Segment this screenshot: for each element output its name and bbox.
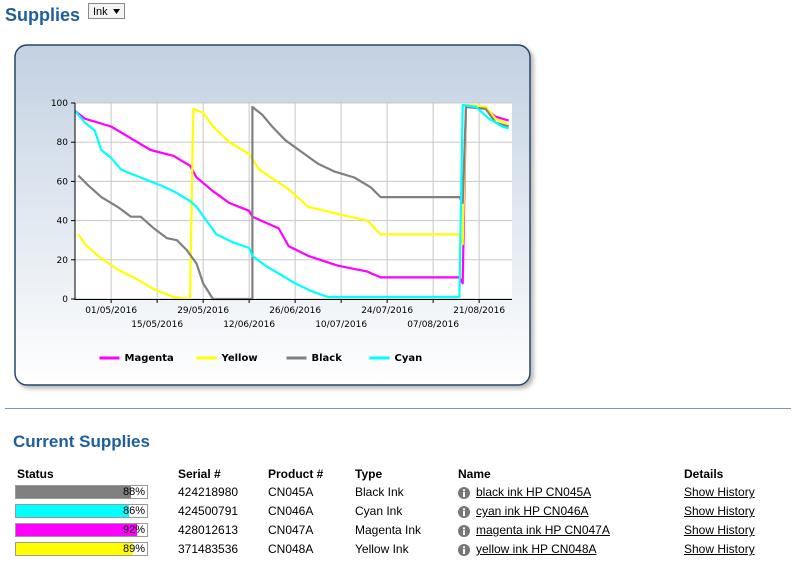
status-label: 88%: [122, 486, 145, 498]
x-tick-label: 24/07/2016: [361, 306, 413, 316]
serial: 424218980: [178, 485, 239, 499]
legend-label: Magenta: [125, 353, 174, 364]
select-arrow: [112, 9, 120, 14]
info-icon: [458, 524, 470, 537]
type: Cyan Ink: [355, 504, 403, 518]
y-tick-label: 100: [51, 99, 68, 109]
show-history-link[interactable]: Show History: [684, 542, 755, 556]
supply-name-link[interactable]: black ink HP CN045A: [476, 485, 592, 499]
x-tick-label: 07/08/2016: [407, 320, 459, 330]
info-glyph: [458, 506, 470, 518]
legend-label: Cyan: [395, 353, 423, 364]
y-tick-label: 20: [57, 256, 69, 266]
y-tick-label: 0: [62, 295, 68, 305]
x-tick-label: 12/06/2016: [223, 320, 275, 330]
info-icon: [458, 543, 470, 556]
type: Magenta Ink: [355, 523, 422, 537]
info-icon: [458, 505, 470, 518]
y-tick-label: 80: [57, 138, 69, 148]
show-history-link[interactable]: Show History: [684, 523, 755, 537]
series-line: [74, 103, 510, 285]
show-history-link[interactable]: Show History: [684, 504, 755, 518]
legend-label: Black: [312, 353, 343, 364]
column-header: Type: [355, 467, 383, 481]
section-title: Current Supplies: [13, 432, 150, 451]
product: CN045A: [268, 485, 314, 499]
column-header: Status: [17, 467, 54, 481]
status-label: 92%: [122, 524, 145, 536]
supply-name-link[interactable]: magenta ink HP CN047A: [476, 523, 610, 537]
serial: 428012613: [178, 523, 239, 537]
serial: 371483536: [178, 542, 239, 556]
info-glyph: [458, 544, 470, 556]
legend-label: Yellow: [221, 353, 258, 364]
column-header: Details: [684, 467, 724, 481]
x-tick-label: 26/06/2016: [269, 306, 321, 316]
x-tick-label: 29/05/2016: [177, 306, 229, 316]
separator: [5, 408, 791, 409]
product: CN047A: [268, 523, 314, 537]
serial: 424500791: [178, 504, 239, 518]
show-history-link[interactable]: Show History: [684, 485, 755, 499]
grid: [75, 102, 512, 300]
status-bar: 92%: [15, 523, 148, 537]
x-tick-label: 10/07/2016: [315, 320, 367, 330]
status-label: 89%: [122, 543, 145, 555]
status-fill: [16, 524, 137, 536]
info-glyph: [458, 525, 470, 537]
series-line: [77, 103, 510, 301]
series-line: [77, 105, 510, 301]
y-tick-label: 60: [57, 177, 69, 187]
select-value: Ink: [93, 6, 108, 18]
product: CN048A: [268, 542, 314, 556]
status-fill: [16, 505, 129, 517]
lines: [74, 103, 510, 301]
type: Yellow Ink: [355, 542, 409, 556]
product: CN046A: [268, 504, 314, 518]
info-glyph: [458, 487, 470, 499]
status-fill: [16, 543, 133, 555]
x-tick-label: 01/05/2016: [85, 306, 137, 316]
supply-name-link[interactable]: cyan ink HP CN046A: [476, 504, 589, 518]
x-tick-label: 15/05/2016: [131, 320, 183, 330]
type: Black Ink: [355, 485, 404, 499]
axes: 0 20 40 60 80 100 01/05/2016 15/05/2016 29/05/20…: [51, 99, 512, 330]
supply-name-link[interactable]: yellow ink HP CN048A: [476, 542, 597, 556]
status-label: 86%: [122, 505, 145, 517]
x-tick-label: 21/08/2016: [453, 306, 505, 316]
status-fill: [16, 486, 132, 498]
status-bar: 88%: [15, 485, 148, 499]
column-header: Serial #: [178, 467, 221, 481]
chart: 0 20 40 60 80 100 01/05/2016 15/05/2016 29/05/20…: [14, 44, 531, 386]
series-line: [74, 103, 510, 299]
info-icon: [458, 486, 470, 499]
supply-select[interactable]: Ink: [88, 3, 125, 19]
status-bar: 89%: [15, 542, 148, 556]
y-tick-label: 40: [57, 217, 69, 227]
column-header: Name: [458, 467, 491, 481]
plot-area: [75, 103, 512, 299]
legend: Magenta Yellow Black Cyan: [99, 353, 423, 364]
status-bar: 86%: [15, 504, 148, 518]
column-header: Product #: [268, 467, 324, 481]
page-title: Supplies: [5, 5, 81, 25]
